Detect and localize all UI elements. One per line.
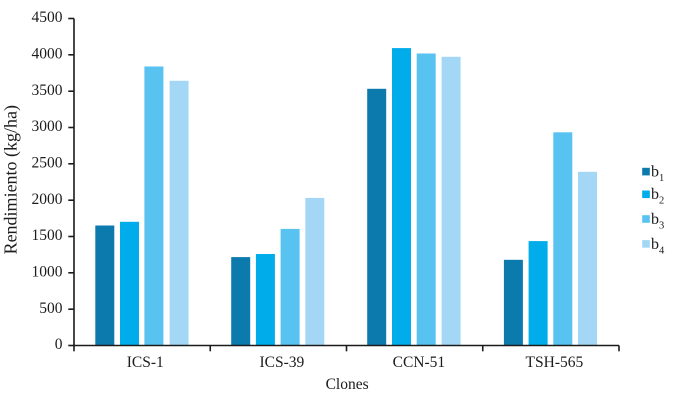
svg-text:Clones: Clones bbox=[326, 376, 369, 393]
svg-text:3500: 3500 bbox=[32, 82, 63, 99]
svg-text:1000: 1000 bbox=[32, 263, 63, 280]
svg-text:Rendimiento (kg/ha): Rendimiento (kg/ha) bbox=[1, 105, 22, 254]
svg-text:4500: 4500 bbox=[32, 9, 63, 26]
svg-text:1500: 1500 bbox=[32, 227, 63, 244]
svg-text:ICS-39: ICS-39 bbox=[260, 354, 305, 371]
svg-text:CCN-51: CCN-51 bbox=[393, 354, 446, 371]
svg-text:TSH-565: TSH-565 bbox=[526, 354, 584, 371]
svg-text:2500: 2500 bbox=[32, 154, 63, 171]
svg-text:ICS-1: ICS-1 bbox=[127, 354, 164, 371]
svg-text:3000: 3000 bbox=[32, 118, 63, 135]
svg-text:2000: 2000 bbox=[32, 191, 63, 208]
svg-text:0: 0 bbox=[55, 336, 63, 353]
svg-text:500: 500 bbox=[39, 300, 63, 317]
svg-text:4000: 4000 bbox=[32, 45, 63, 62]
